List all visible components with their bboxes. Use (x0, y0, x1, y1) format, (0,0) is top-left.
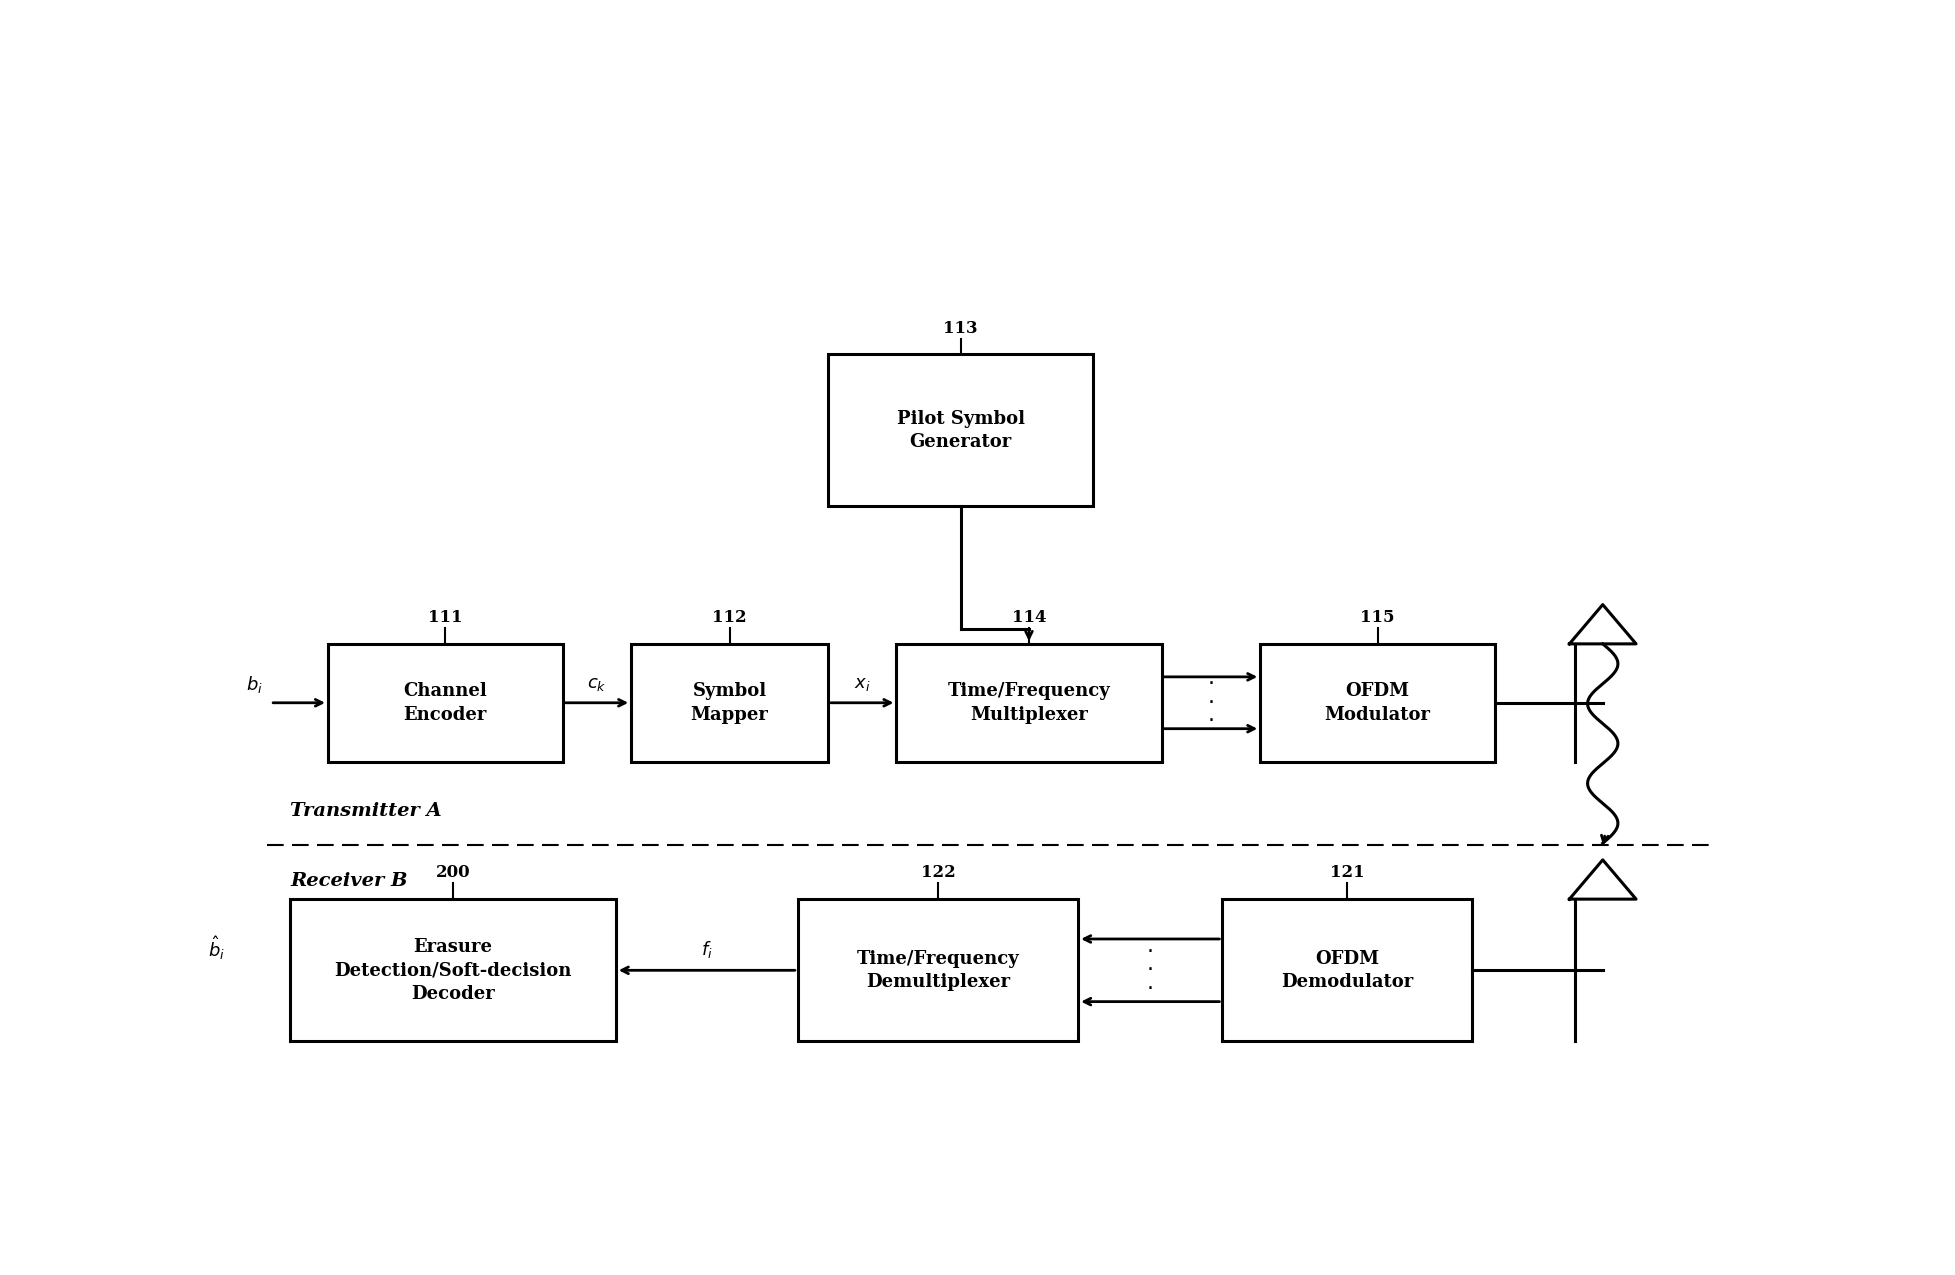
Text: Pilot Symbol
Generator: Pilot Symbol Generator (895, 409, 1024, 451)
Bar (1222, 899, 1472, 1042)
Text: Time/Frequency
Demultiplexer: Time/Frequency Demultiplexer (856, 950, 1019, 991)
Text: 200: 200 (436, 864, 469, 881)
Text: ·
·
·: · · · (1146, 942, 1153, 998)
Bar (328, 644, 563, 761)
Text: 113: 113 (942, 320, 978, 337)
Text: Time/Frequency
Multiplexer: Time/Frequency Multiplexer (946, 682, 1110, 724)
Text: 111: 111 (428, 609, 463, 626)
Text: $b_i$: $b_i$ (246, 674, 262, 695)
Text: ·
·
·: · · · (1206, 674, 1214, 731)
Text: $x_i$: $x_i$ (854, 674, 870, 694)
Bar (289, 899, 616, 1042)
Text: 112: 112 (712, 609, 747, 626)
Text: 114: 114 (1011, 609, 1046, 626)
Text: Erasure
Detection/Soft-decision
Decoder: Erasure Detection/Soft-decision Decoder (334, 937, 571, 1003)
Bar (827, 354, 1093, 506)
Text: $\hat{b}_i$: $\hat{b}_i$ (207, 935, 225, 963)
Bar (798, 899, 1077, 1042)
Bar (895, 644, 1161, 761)
Text: Channel
Encoder: Channel Encoder (403, 682, 487, 724)
Text: Receiver B: Receiver B (289, 872, 407, 890)
Text: 115: 115 (1359, 609, 1394, 626)
Text: Symbol
Mapper: Symbol Mapper (690, 682, 768, 724)
Bar (631, 644, 827, 761)
Text: 122: 122 (921, 864, 954, 881)
Text: OFDM
Modulator: OFDM Modulator (1324, 682, 1429, 724)
Text: Transmitter A: Transmitter A (289, 802, 442, 820)
Text: 121: 121 (1329, 864, 1365, 881)
Text: $c_k$: $c_k$ (586, 674, 606, 694)
Text: $f_i$: $f_i$ (700, 940, 712, 960)
Bar (1259, 644, 1494, 761)
Text: OFDM
Demodulator: OFDM Demodulator (1281, 950, 1413, 991)
